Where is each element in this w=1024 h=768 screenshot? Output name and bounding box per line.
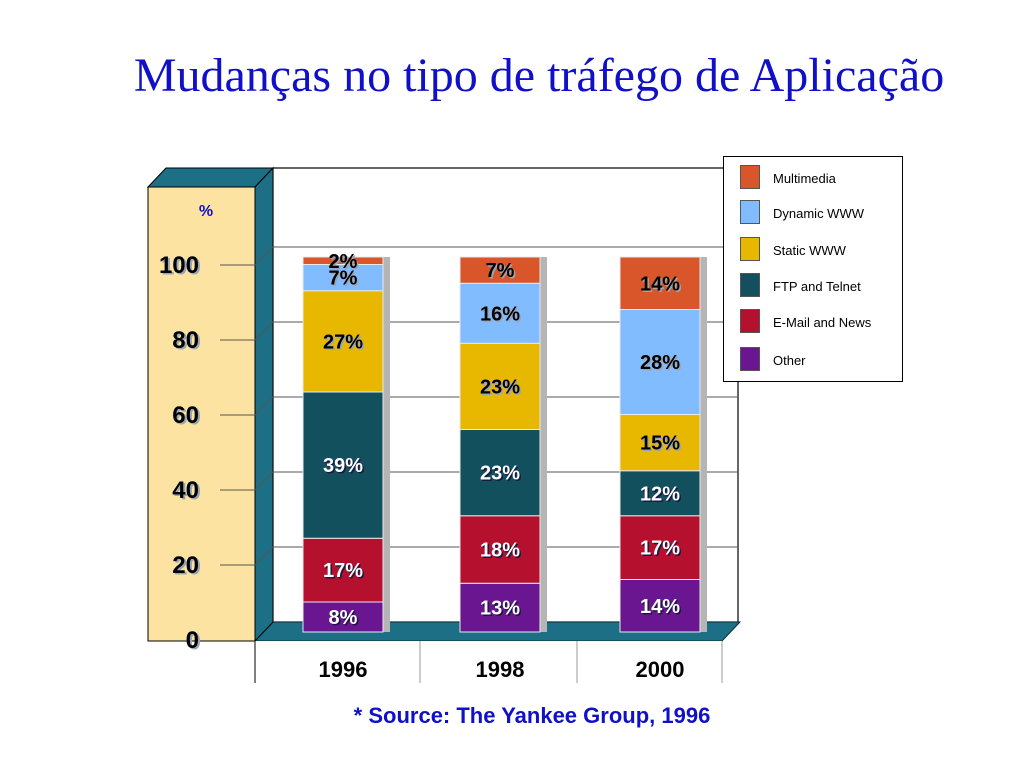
bar-shadow <box>540 257 547 632</box>
legend-swatch <box>740 273 760 297</box>
data-label-shadow: 7% <box>330 269 359 291</box>
data-label: 12% <box>640 483 680 505</box>
tick-label: 0 <box>186 627 199 654</box>
category-label: 2000 <box>636 657 685 682</box>
slide-title: Mudanças no tipo de tráfego de Aplicação <box>133 49 945 102</box>
bar-segment <box>302 537 384 603</box>
legend-swatch <box>740 165 760 189</box>
tick-label-shadow: 80 <box>174 329 201 356</box>
data-label-shadow: 16% <box>481 305 521 327</box>
legend-label: Other <box>773 353 806 368</box>
data-label-shadow: 7% <box>487 262 516 284</box>
data-label: 27% <box>323 331 363 353</box>
bar-segment <box>302 601 384 633</box>
legend-swatch <box>740 347 760 371</box>
data-label: 7% <box>329 268 358 290</box>
data-label: 18% <box>480 540 520 562</box>
bar-segment <box>619 414 701 472</box>
x-axis-labels: 1996 1998 2000 <box>319 657 685 682</box>
legend-swatch <box>740 237 760 261</box>
bars: 8%8%17%17%39%39%27%27%7%7%2%2%13%13%18%1… <box>302 251 707 633</box>
bar-segment <box>459 282 541 344</box>
data-label: 17% <box>640 538 680 560</box>
gridline-diagonal <box>254 546 274 566</box>
tick-label-shadow: 20 <box>174 554 201 581</box>
data-label: 8% <box>329 607 358 629</box>
data-label: 2% <box>329 251 358 273</box>
gridline-diagonal <box>254 246 274 266</box>
data-label: 14% <box>640 596 680 618</box>
data-label: 15% <box>640 433 680 455</box>
data-label-shadow: 13% <box>481 599 521 621</box>
gridline-diagonal <box>254 321 274 341</box>
bar-segment <box>302 264 384 292</box>
gridline-diagonal <box>254 471 274 491</box>
data-label: 14% <box>640 273 680 295</box>
data-label-shadow: 23% <box>481 464 521 486</box>
bar-segment <box>302 391 384 539</box>
legend-label: FTP and Telnet <box>773 279 861 294</box>
data-label-shadow: 15% <box>641 434 681 456</box>
bar-segment <box>619 309 701 415</box>
legend-label: Multimedia <box>773 171 836 186</box>
category-label: 1996 <box>319 657 368 682</box>
tick-label-shadow: 0 <box>188 629 201 656</box>
category-label: 1998 <box>476 657 525 682</box>
bar-segment <box>302 290 384 393</box>
bar-segment <box>459 582 541 633</box>
legend-swatch <box>740 309 760 333</box>
data-label-shadow: 18% <box>481 541 521 563</box>
tick-label-shadow: 40 <box>174 479 201 506</box>
tick-label: 100 <box>159 252 199 279</box>
data-label-shadow: 23% <box>481 378 521 400</box>
data-label: 39% <box>323 455 363 477</box>
data-label: 13% <box>480 598 520 620</box>
bar-shadow <box>383 257 390 632</box>
tick-label-shadow: 60 <box>174 404 201 431</box>
tick-label-shadow: 100 <box>161 254 201 281</box>
legend-swatch <box>740 200 760 224</box>
y-axis-label: % <box>199 203 213 220</box>
bar-segment <box>459 515 541 584</box>
data-label-shadow: 39% <box>324 457 364 479</box>
data-label-shadow: 17% <box>641 539 681 561</box>
data-label-shadow: 2% <box>330 252 359 274</box>
legend-label: E-Mail and News <box>773 315 872 330</box>
data-label: 16% <box>480 303 520 325</box>
data-label-shadow: 17% <box>324 562 364 584</box>
data-label-shadow: 14% <box>641 597 681 619</box>
data-label-shadow: 14% <box>641 275 681 297</box>
data-label-shadow: 12% <box>641 485 681 507</box>
data-label-shadow: 27% <box>324 333 364 355</box>
tick-label: 60 <box>172 402 199 429</box>
data-label: 23% <box>480 463 520 485</box>
bar-shadow <box>700 257 707 632</box>
tick-label: 80 <box>172 327 199 354</box>
data-label-shadow: 28% <box>641 354 681 376</box>
bar-segment <box>459 256 541 284</box>
data-label: 7% <box>486 260 515 282</box>
data-label-shadow: 8% <box>330 609 359 631</box>
legend-label: Dynamic WWW <box>773 206 864 221</box>
bar-segment <box>619 470 701 517</box>
gridline-diagonal <box>254 396 274 416</box>
tick-label: 40 <box>172 477 199 504</box>
data-label: 28% <box>640 352 680 374</box>
data-label: 23% <box>480 376 520 398</box>
legend: Multimedia Dynamic WWW Static WWW FTP and T… <box>723 156 903 382</box>
source-note: * Source: The Yankee Group, 1996 <box>353 703 711 728</box>
bar-segment <box>619 579 701 633</box>
legend-label: Static WWW <box>773 243 846 258</box>
data-label: 17% <box>323 560 363 582</box>
bar-segment <box>619 256 701 310</box>
bar-segment <box>302 256 384 265</box>
tick-label: 20 <box>172 552 199 579</box>
bar-segment <box>619 515 701 580</box>
